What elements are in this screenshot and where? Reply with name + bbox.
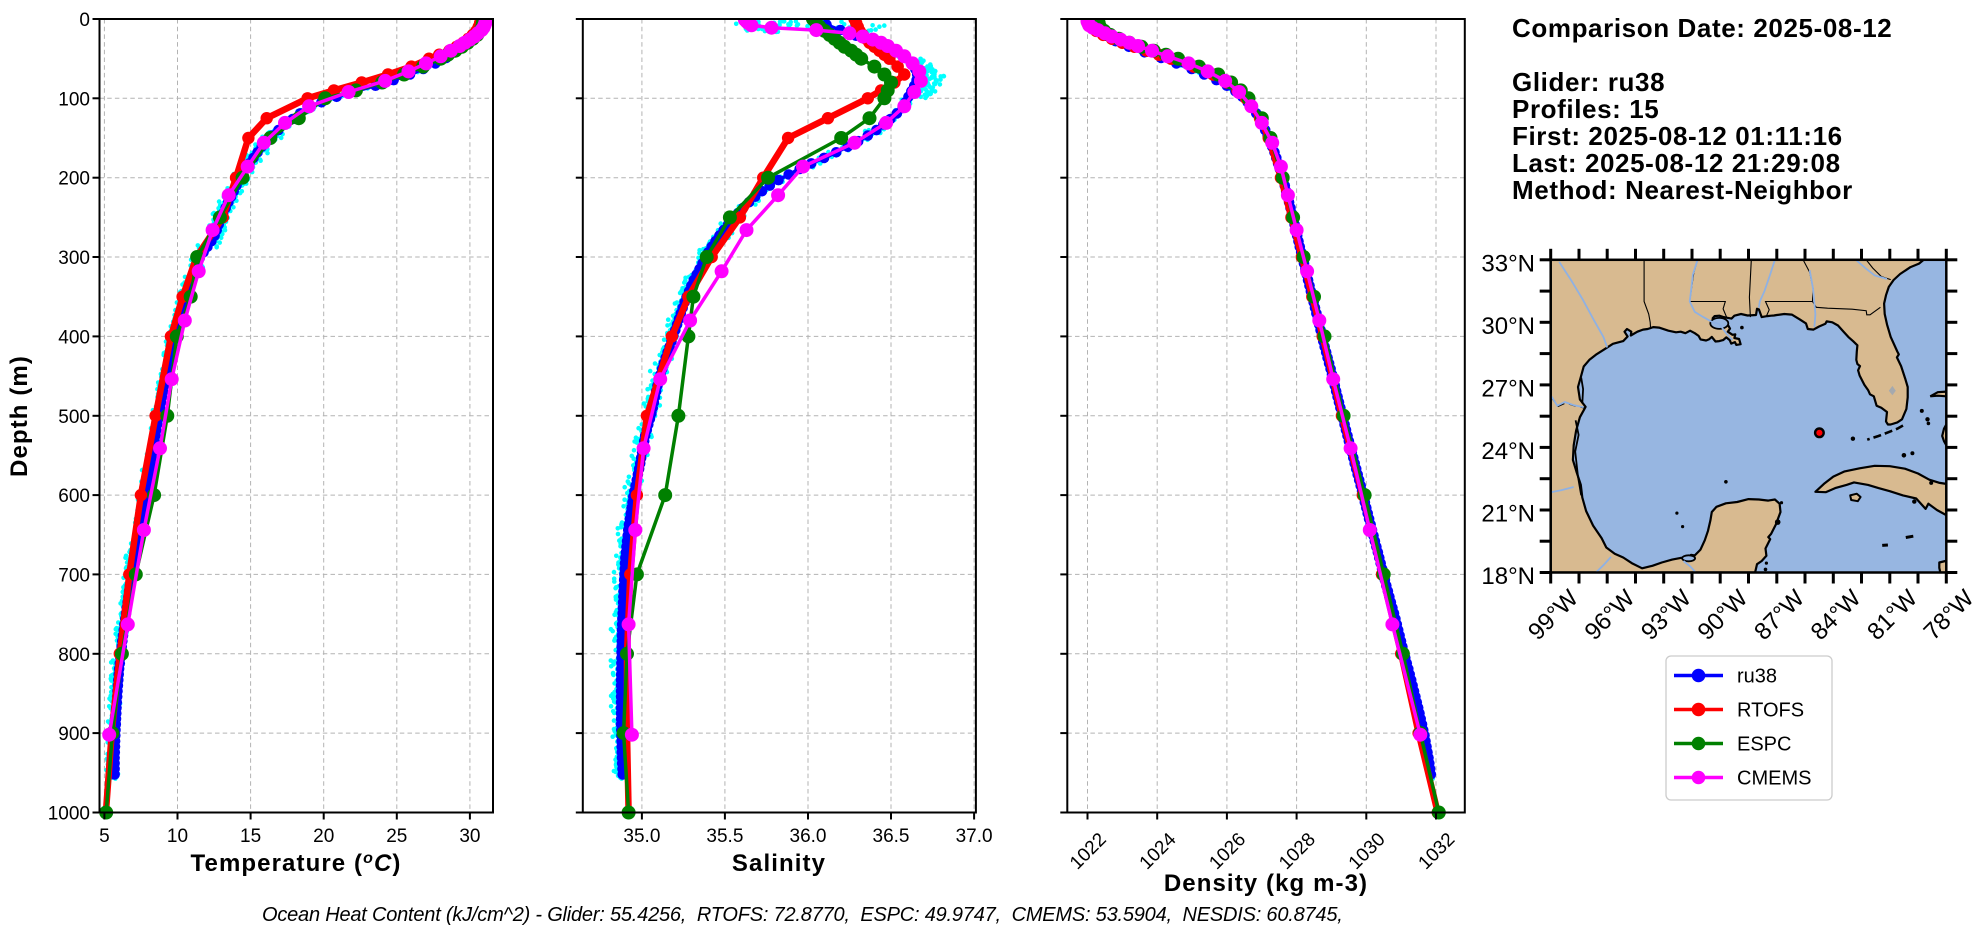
svg-text:30°N: 30°N (1481, 313, 1535, 340)
svg-text:25: 25 (386, 826, 407, 847)
svg-text:Ocean Heat Content (kJ/cm^2) -: Ocean Heat Content (kJ/cm^2) - Glider: 5… (262, 904, 1343, 926)
svg-text:37.0: 37.0 (956, 826, 993, 847)
svg-text:100: 100 (58, 89, 90, 110)
svg-text:35.5: 35.5 (706, 826, 743, 847)
svg-text:Salinity: Salinity (732, 850, 826, 877)
svg-text:Glider: ru38: Glider: ru38 (1512, 67, 1665, 97)
svg-text:35.0: 35.0 (623, 826, 660, 847)
svg-text:First: 2025-08-12 01:11:16: First: 2025-08-12 01:11:16 (1512, 121, 1843, 151)
svg-text:10: 10 (167, 826, 188, 847)
svg-text:800: 800 (58, 645, 90, 666)
svg-text:300: 300 (58, 248, 90, 269)
svg-text:0: 0 (79, 10, 90, 31)
svg-text:24°N: 24°N (1481, 438, 1535, 465)
svg-text:30: 30 (459, 826, 480, 847)
svg-text:1000: 1000 (48, 804, 90, 825)
svg-text:Profiles: 15: Profiles: 15 (1512, 94, 1659, 124)
svg-text:200: 200 (58, 169, 90, 190)
svg-text:5: 5 (99, 826, 110, 847)
svg-text:27°N: 27°N (1481, 375, 1535, 402)
svg-text:Density (kg m-3): Density (kg m-3) (1164, 870, 1368, 897)
svg-text:ru38: ru38 (1737, 666, 1777, 688)
svg-text:Method: Nearest-Neighbor: Method: Nearest-Neighbor (1512, 175, 1853, 205)
svg-text:400: 400 (58, 327, 90, 348)
svg-text:700: 700 (58, 565, 90, 586)
svg-text:Depth (m): Depth (m) (6, 355, 33, 477)
svg-text:15: 15 (240, 826, 261, 847)
svg-text:900: 900 (58, 724, 90, 745)
svg-text:RTOFS: RTOFS (1737, 700, 1804, 722)
svg-text:18°N: 18°N (1481, 563, 1535, 590)
svg-text:Comparison Date: 2025-08-12: Comparison Date: 2025-08-12 (1512, 13, 1892, 43)
svg-text:Last: 2025-08-12 21:29:08: Last: 2025-08-12 21:29:08 (1512, 148, 1841, 178)
svg-text:20: 20 (313, 826, 334, 847)
svg-text:36.5: 36.5 (873, 826, 910, 847)
svg-text:33°N: 33°N (1481, 250, 1535, 277)
svg-text:CMEMS: CMEMS (1737, 768, 1811, 790)
svg-text:36.0: 36.0 (790, 826, 827, 847)
svg-text:600: 600 (58, 486, 90, 507)
svg-text:21°N: 21°N (1481, 501, 1535, 528)
svg-text:500: 500 (58, 407, 90, 428)
svg-text:ESPC: ESPC (1737, 734, 1791, 756)
